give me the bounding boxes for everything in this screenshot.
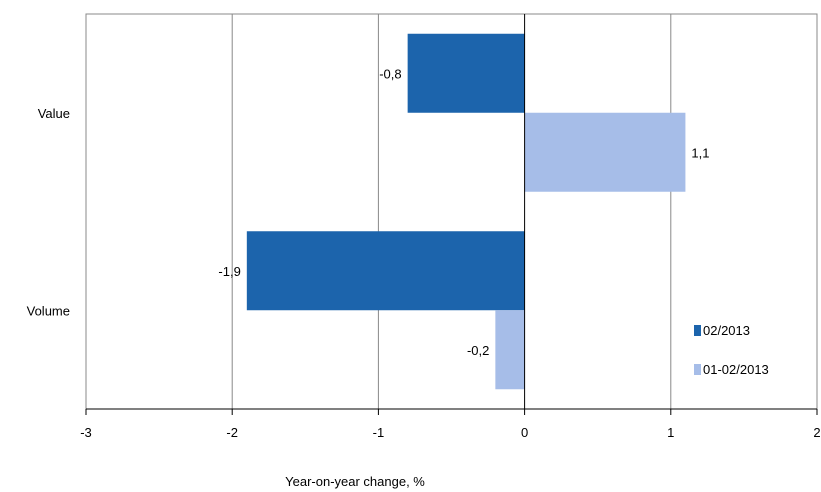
x-tick-label: 2 bbox=[813, 425, 820, 440]
legend-label: 02/2013 bbox=[703, 323, 750, 338]
bar bbox=[246, 231, 525, 311]
legend-swatch bbox=[694, 325, 701, 336]
category-labels: Value Volume bbox=[27, 106, 70, 319]
data-label: 1,1 bbox=[691, 145, 709, 160]
x-tick-label: 0 bbox=[521, 425, 528, 440]
legend: 02/2013 01-02/2013 bbox=[694, 323, 769, 377]
bar bbox=[495, 310, 525, 390]
bar bbox=[407, 33, 525, 113]
x-axis-ticks: -3 -2 -1 0 1 2 bbox=[80, 409, 821, 440]
bars bbox=[246, 33, 686, 390]
bar bbox=[524, 112, 686, 192]
grid-lines bbox=[231, 14, 672, 409]
category-label: Volume bbox=[27, 303, 70, 318]
x-tick-label: 1 bbox=[667, 425, 674, 440]
x-tick-label: -2 bbox=[226, 425, 238, 440]
x-tick-label: -3 bbox=[80, 425, 92, 440]
legend-swatch bbox=[694, 364, 701, 375]
x-tick-label: -1 bbox=[373, 425, 385, 440]
x-axis-label: Year-on-year change, % bbox=[285, 474, 425, 489]
data-label: -0,8 bbox=[379, 66, 401, 81]
data-label: -0,2 bbox=[467, 343, 489, 358]
data-label: -1,9 bbox=[218, 264, 240, 279]
legend-label: 01-02/2013 bbox=[703, 362, 769, 377]
data-labels: -0,8 1,1 -1,9 -0,2 bbox=[218, 66, 709, 358]
category-label: Value bbox=[38, 106, 70, 121]
